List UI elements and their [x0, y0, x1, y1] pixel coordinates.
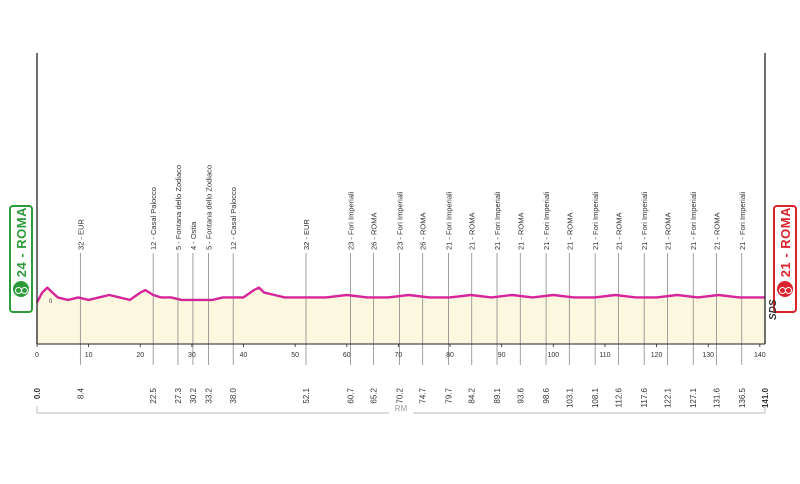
waypoint-km-label: 89.1 — [493, 387, 502, 403]
bicycle-icon — [13, 281, 29, 298]
waypoint-label: 21 - Fori Imperiali — [493, 191, 502, 250]
waypoint-km-label: 136.5 — [738, 387, 747, 408]
x-tick-label: 130 — [702, 352, 714, 359]
waypoint-label: 23 - Fori Imperiali — [395, 191, 404, 250]
start-badge: 24 - ROMA — [9, 205, 33, 313]
waypoint-label: 12 - Casal Palocco — [149, 187, 158, 250]
waypoint-label: 21 - Fori Imperiali — [591, 191, 600, 250]
waypoint-label: 21 - Fori Imperiali — [445, 191, 454, 250]
profile-fill — [37, 287, 765, 344]
waypoint-km-label: 65.2 — [370, 387, 379, 403]
x-tick-label: 50 — [291, 352, 299, 359]
waypoint-km-label: 112.6 — [614, 387, 623, 407]
start-km-label: 0.0 — [33, 387, 42, 399]
waypoint-label: 21 - Fori Imperiali — [738, 191, 747, 250]
waypoint-km-label: 127.1 — [689, 387, 698, 408]
x-tick-label: 70 — [395, 352, 403, 359]
waypoint-label: 21 - Fori Imperiali — [542, 191, 551, 250]
waypoint-km-label: 22.5 — [149, 387, 158, 403]
waypoint-label: 21 - Fori Imperiali — [689, 191, 698, 250]
waypoint-km-label: 70.2 — [395, 387, 404, 403]
waypoint-km-label: 98.6 — [542, 387, 551, 403]
bicycle-icon — [777, 281, 793, 298]
waypoint-km-label: 27.3 — [174, 387, 183, 403]
finish-badge: 21 - ROMA — [773, 205, 797, 313]
waypoint-km-label: 74.7 — [419, 387, 428, 403]
waypoint-label: 21 - ROMA — [614, 212, 623, 250]
waypoint-km-label: 84.2 — [468, 387, 477, 403]
x-tick-label: 100 — [547, 352, 559, 359]
region-label: RM — [395, 404, 408, 413]
waypoint-label: 26 - ROMA — [370, 212, 379, 250]
waypoint-label: 21 - ROMA — [712, 212, 721, 250]
waypoint-km-label: 8.4 — [76, 387, 85, 399]
x-tick-label: 30 — [188, 352, 196, 359]
x-tick-label: 120 — [651, 352, 663, 359]
waypoint-label: 21 - ROMA — [565, 212, 574, 250]
start-label: 24 - ROMA — [13, 207, 29, 278]
waypoint-km-label: 33.2 — [204, 387, 213, 403]
x-tick-label: 20 — [136, 352, 144, 359]
region-label-bg — [389, 403, 413, 415]
elevation-line — [35, 286, 765, 303]
waypoint-label: 4 - Ostia — [189, 221, 198, 250]
finish-km-label: 141.0 — [761, 387, 770, 408]
waypoint-label: 21 - ROMA — [516, 212, 525, 250]
start-zero-mark: 0 — [49, 299, 53, 305]
waypoint-label: 5 - Fontana dello Zodiaco — [174, 165, 183, 250]
waypoint-km-label: 79.7 — [445, 387, 454, 403]
x-tick-label: 90 — [498, 352, 506, 359]
x-tick-label: 10 — [85, 352, 93, 359]
waypoint-label: 12 - Casal Palocco — [229, 187, 238, 250]
waypoint-km-label: 131.6 — [712, 387, 721, 408]
x-tick-label: 40 — [240, 352, 248, 359]
waypoint-label: 21 - Fori Imperiali — [640, 191, 649, 250]
waypoint-km-label: 122.1 — [663, 387, 672, 408]
x-tick-label: 0 — [35, 352, 39, 359]
waypoint-label: 26 - ROMA — [419, 212, 428, 250]
waypoint-km-label: 93.6 — [516, 387, 525, 403]
x-tick-label: 60 — [343, 352, 351, 359]
x-tick-label: 110 — [599, 352, 610, 359]
waypoint-label: 21 - ROMA — [663, 212, 672, 250]
finish-label: 21 - ROMA — [777, 207, 793, 278]
x-tick-label: 80 — [446, 352, 454, 359]
waypoint-km-label: 103.1 — [565, 387, 574, 408]
waypoint-label: 23 - Fori Imperiali — [346, 191, 355, 250]
waypoint-label: 21 - ROMA — [468, 212, 477, 250]
footer-mark: SDS — [768, 299, 779, 320]
waypoint-label: 32 - EUR — [76, 219, 85, 250]
x-tick-label: 140 — [754, 352, 766, 359]
waypoint-km-label: 52.1 — [302, 387, 311, 403]
waypoint-km-label: 30.2 — [189, 387, 198, 403]
waypoint-km-label: 38.0 — [229, 387, 238, 403]
waypoint-km-label: 108.1 — [591, 387, 600, 408]
waypoint-label: 32 - EUR — [302, 219, 311, 250]
waypoint-km-label: 60.7 — [346, 387, 355, 403]
waypoint-km-label: 117.6 — [640, 387, 649, 407]
waypoint-label: 5 - Fontana dello Zodiaco — [204, 165, 213, 250]
